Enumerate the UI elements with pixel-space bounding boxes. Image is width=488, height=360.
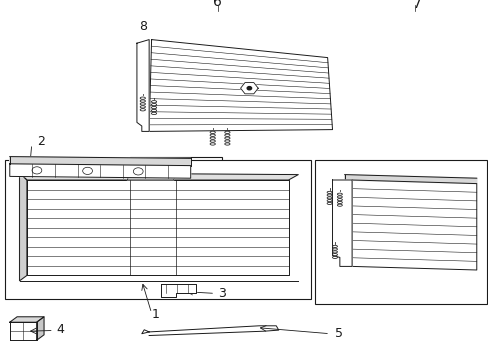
Polygon shape (161, 284, 195, 297)
Polygon shape (344, 175, 476, 184)
Polygon shape (149, 40, 332, 131)
Ellipse shape (337, 199, 342, 201)
Ellipse shape (332, 248, 337, 250)
Bar (5, 160, 310, 299)
Ellipse shape (140, 109, 145, 111)
Ellipse shape (326, 191, 331, 193)
Polygon shape (10, 317, 44, 322)
Ellipse shape (224, 140, 229, 142)
Polygon shape (10, 322, 37, 340)
Ellipse shape (332, 251, 337, 253)
Text: 2: 2 (37, 135, 44, 148)
Ellipse shape (151, 107, 156, 109)
Ellipse shape (337, 201, 342, 203)
Ellipse shape (140, 106, 145, 108)
Text: 8: 8 (139, 21, 147, 33)
Text: 4: 4 (56, 323, 64, 336)
Ellipse shape (151, 112, 156, 114)
Ellipse shape (224, 134, 229, 136)
Ellipse shape (210, 137, 215, 139)
Ellipse shape (224, 143, 229, 145)
Ellipse shape (326, 199, 331, 202)
Ellipse shape (332, 256, 337, 258)
Ellipse shape (210, 140, 215, 142)
Text: 6: 6 (213, 0, 222, 9)
Polygon shape (127, 175, 176, 180)
Polygon shape (27, 180, 288, 275)
Polygon shape (20, 173, 27, 281)
Bar (129, 157, 222, 209)
Ellipse shape (332, 245, 337, 247)
Text: 5: 5 (334, 327, 342, 340)
Circle shape (247, 86, 251, 90)
Polygon shape (20, 173, 298, 180)
Polygon shape (240, 82, 258, 94)
Text: 7: 7 (412, 0, 421, 11)
Ellipse shape (140, 97, 145, 99)
Ellipse shape (210, 134, 215, 136)
Ellipse shape (210, 131, 215, 134)
Ellipse shape (224, 131, 229, 134)
Polygon shape (10, 164, 190, 178)
Ellipse shape (224, 137, 229, 139)
Polygon shape (137, 40, 149, 131)
Ellipse shape (151, 109, 156, 112)
Polygon shape (37, 317, 44, 340)
Ellipse shape (332, 253, 337, 256)
Polygon shape (149, 326, 278, 336)
Ellipse shape (337, 204, 342, 206)
Ellipse shape (151, 100, 156, 103)
Text: 1: 1 (151, 309, 159, 321)
Bar (315, 160, 486, 304)
Ellipse shape (326, 197, 331, 199)
Ellipse shape (326, 194, 331, 196)
Text: 3: 3 (217, 287, 225, 300)
Ellipse shape (210, 143, 215, 145)
Ellipse shape (337, 193, 342, 195)
Ellipse shape (151, 104, 156, 106)
Polygon shape (351, 180, 476, 270)
Ellipse shape (337, 196, 342, 198)
Polygon shape (332, 180, 351, 266)
Polygon shape (10, 157, 190, 166)
Ellipse shape (326, 202, 331, 204)
Ellipse shape (140, 103, 145, 105)
Ellipse shape (140, 100, 145, 102)
